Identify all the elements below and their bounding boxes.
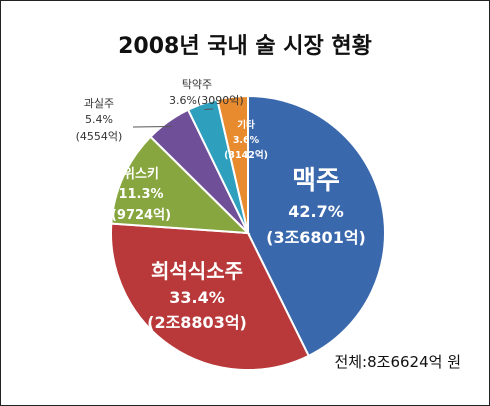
slice-label-amount-4: (3090억) bbox=[197, 94, 244, 107]
slice-label-percent-2: 11.3% bbox=[118, 187, 163, 202]
pie-slice-1 bbox=[110, 222, 310, 371]
leader-line-4 bbox=[204, 108, 214, 110]
total-label: 전체:8조6624억 원 bbox=[334, 353, 461, 371]
slice-label-percent-4: 3.6% bbox=[169, 94, 197, 107]
slice-label-amount-1: (2조8803억) bbox=[147, 313, 247, 332]
leader-lines bbox=[132, 108, 214, 128]
slice-label-percent-3: 5.4% bbox=[85, 113, 113, 126]
pie-slice-5 bbox=[216, 94, 249, 234]
slice-labels: 맥주 42.7% (3조6801억) 희석식소주 33.4% (2조8803억) 위스키 11… bbox=[76, 77, 366, 332]
slice-label-name-0: 맥주 bbox=[292, 166, 340, 196]
slice-label-percent-5: 3.6% bbox=[233, 135, 260, 146]
pie-slice-2 bbox=[110, 135, 251, 235]
slice-label-name-5: 기타 bbox=[237, 119, 255, 131]
slice-label-amount-5: (3142억) bbox=[224, 149, 268, 161]
leader-line-3 bbox=[132, 126, 172, 128]
slice-label-percent-1: 33.4% bbox=[169, 288, 225, 307]
chart-title: 2008년 국내 술 시장 현황 bbox=[118, 34, 372, 59]
slice-label-amount-3: (4554억) bbox=[76, 130, 123, 143]
pie-slices bbox=[110, 94, 386, 371]
slice-label-name-2: 위스키 bbox=[123, 167, 159, 182]
slice-label-amount-2: (9724억) bbox=[111, 208, 171, 223]
slice-label-amount-0: (3조6801억) bbox=[266, 228, 366, 247]
slice-label-percent-0: 42.7% bbox=[288, 202, 344, 221]
slice-label-name-4: 탁약주 bbox=[182, 77, 212, 91]
slice-label-name-3: 과실주 bbox=[84, 97, 114, 110]
pie-slice-0 bbox=[247, 94, 386, 358]
slice-label-name-1: 희석식소주 bbox=[151, 259, 243, 283]
